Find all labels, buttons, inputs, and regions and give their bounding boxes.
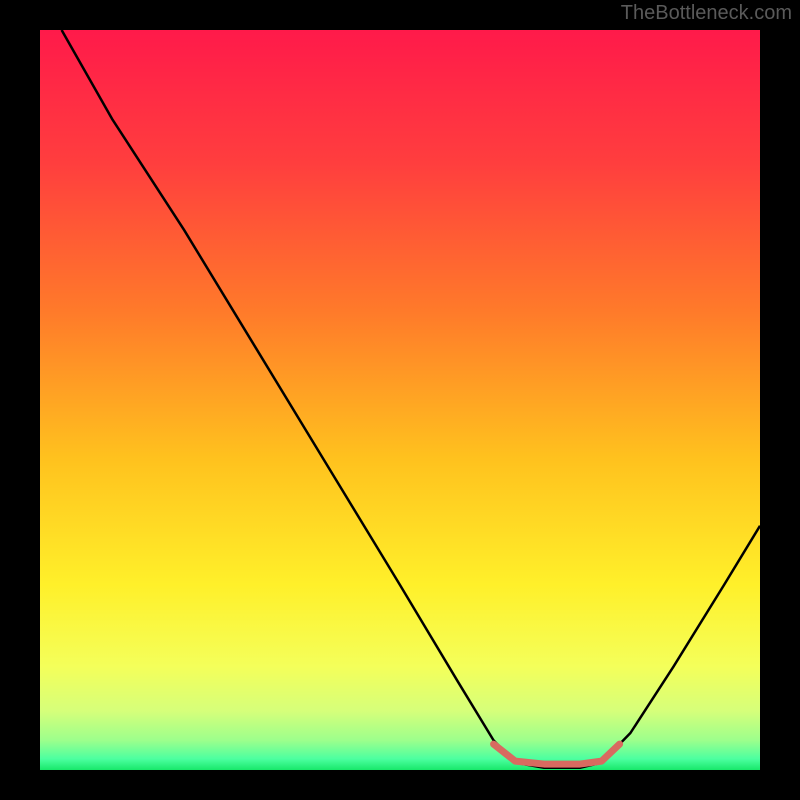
watermark-text: TheBottleneck.com [621,2,792,25]
gradient-background [40,30,760,770]
chart-svg [40,30,760,770]
plot-area [40,30,760,770]
